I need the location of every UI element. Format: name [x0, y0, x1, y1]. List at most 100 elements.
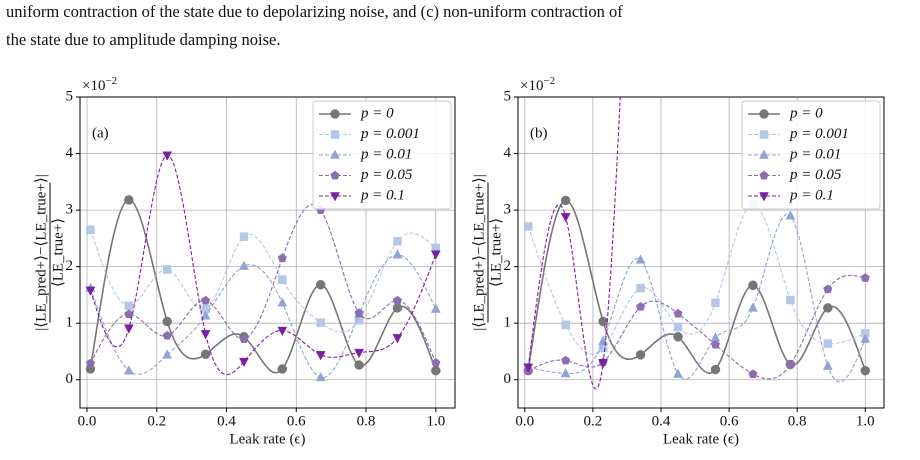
marker — [673, 332, 683, 342]
y-label-numerator: |⟨LE_pred+⟩−⟨LE_true+⟩| — [471, 174, 487, 330]
marker — [162, 349, 173, 359]
legend-marker — [330, 130, 340, 139]
legend-marker — [330, 109, 340, 119]
marker — [598, 316, 608, 327]
marker — [860, 333, 871, 343]
y-tick-label: 3 — [504, 202, 512, 218]
series-line — [89, 254, 437, 379]
marker — [710, 339, 721, 349]
marker — [123, 365, 134, 375]
axes-frame — [79, 96, 456, 409]
marker — [636, 283, 645, 293]
marker — [278, 275, 287, 284]
legend-label: p = 0.05 — [789, 167, 842, 183]
marker — [124, 195, 134, 205]
x-axis-label: Leak rate (ϵ) — [663, 431, 739, 447]
series-line — [89, 204, 437, 364]
x-tick-label: 0.2 — [147, 413, 166, 429]
y-tick-label: 2 — [504, 258, 512, 274]
panel-label: (a) — [92, 125, 109, 141]
marker — [239, 260, 249, 270]
marker — [200, 330, 211, 340]
y-tick-label: 0 — [66, 371, 74, 387]
marker — [201, 295, 211, 305]
x-tick-label: 1.0 — [426, 413, 445, 429]
marker — [239, 357, 249, 368]
x-tick-label: 0.6 — [720, 413, 739, 429]
marker — [823, 303, 833, 313]
legend-label: p = 0 — [360, 105, 394, 121]
series-line — [527, 199, 867, 374]
caption-line: the state due to amplitude damping noise… — [6, 30, 280, 49]
legend-label: p = 0.001 — [789, 126, 849, 142]
marker — [85, 358, 96, 368]
marker — [710, 364, 721, 375]
legend-box — [741, 100, 881, 210]
series-line — [89, 154, 437, 375]
marker — [392, 303, 403, 313]
marker — [239, 334, 249, 343]
legend-marker — [759, 192, 769, 202]
x-tick-label: 0.8 — [788, 413, 807, 429]
marker — [430, 250, 441, 260]
marker — [86, 225, 95, 235]
marker — [315, 279, 326, 290]
y-tick-label: 5 — [504, 88, 512, 104]
marker — [162, 151, 173, 161]
y-tick-label: 1 — [504, 315, 512, 331]
legend-label: p = 0.1 — [360, 187, 405, 203]
legend-marker — [759, 149, 769, 159]
panel-label: (b) — [530, 125, 548, 141]
marker — [823, 339, 833, 348]
caption-line: uniform contraction of the state due to … — [6, 2, 623, 21]
series-line — [89, 229, 437, 333]
marker — [635, 301, 646, 311]
legend-marker — [330, 170, 340, 180]
y-axis-label: |⟨LE_pred+⟩−⟨LE_true+⟩| ⟨LE_true+⟩ — [471, 174, 504, 330]
marker — [860, 273, 870, 282]
marker — [200, 349, 211, 360]
legend-label: p = 0.001 — [360, 126, 420, 142]
marker — [523, 222, 533, 231]
y-label-numerator: |⟨LE_pred+⟩−⟨LE_true+⟩| — [33, 174, 49, 330]
legend-marker — [330, 192, 340, 202]
marker — [786, 295, 795, 305]
marker — [123, 324, 134, 334]
marker — [162, 265, 172, 274]
marker — [635, 350, 646, 360]
legend-label: p = 0.01 — [360, 146, 412, 162]
x-axis-label: Leak rate (ϵ) — [229, 431, 305, 447]
y-label-denominator: ⟨LE_true+⟩ — [488, 218, 504, 287]
y-tick-label: 0 — [504, 371, 512, 387]
panel: 0.0 0.2 0.4 0.6 0.8 1.0 0 1 2 3 4 5 ×10−2 Leak rate (… — [471, 75, 885, 447]
series-line — [89, 199, 437, 374]
y-label-denominator: ⟨LE_true+⟩ — [50, 218, 66, 287]
marker — [822, 360, 833, 370]
marker — [315, 371, 326, 382]
axis-offset: ×10−2 — [82, 75, 117, 95]
x-tick-label: 0.0 — [78, 413, 97, 429]
marker — [823, 284, 833, 294]
marker — [673, 322, 683, 332]
legend-label: p = 0.01 — [789, 146, 841, 162]
marker — [393, 236, 402, 246]
legend-label: p = 0.1 — [789, 187, 834, 203]
marker — [162, 316, 172, 327]
marker — [277, 253, 287, 263]
marker — [748, 369, 758, 378]
legend-box — [312, 100, 452, 210]
marker — [785, 210, 796, 220]
marker — [392, 249, 403, 259]
legend-label: p = 0.05 — [360, 167, 413, 183]
y-tick-label: 1 — [66, 315, 74, 331]
marker — [392, 334, 403, 344]
panel: 0.0 0.2 0.4 0.6 0.8 1.0 0 1 2 3 4 5 ×10−2 Leak rate (… — [33, 75, 456, 447]
marker — [561, 355, 571, 365]
marker — [354, 348, 364, 359]
marker — [431, 365, 441, 376]
axis-offset: ×10−2 — [520, 75, 555, 95]
marker — [354, 360, 364, 370]
marker — [277, 326, 288, 337]
marker — [277, 364, 288, 374]
marker — [523, 363, 534, 373]
